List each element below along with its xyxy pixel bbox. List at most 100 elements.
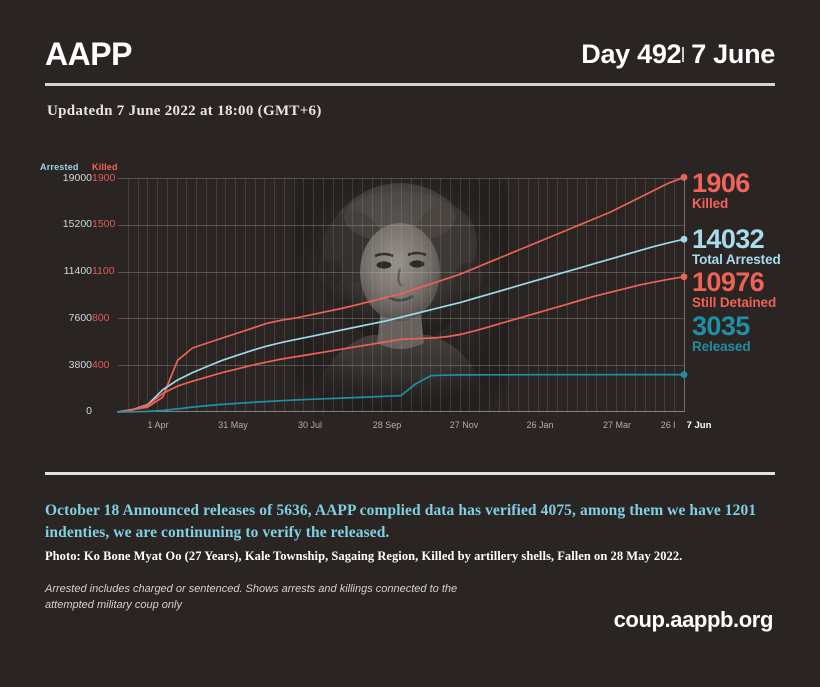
gridline-v [625, 178, 627, 412]
gridline-v [469, 178, 471, 412]
x-tick-0: 1 Apr [147, 420, 169, 430]
callout-killed-value: 1906 [692, 168, 750, 198]
x-tick-6: 27 Mar [602, 420, 632, 430]
axis-header-killed: Killed [92, 162, 118, 172]
gridline-v [332, 178, 334, 412]
series-line-released [117, 373, 685, 413]
callout-total-arrested: 14032 Total Arrested [692, 224, 781, 268]
gridline-v [518, 178, 520, 412]
gridline-v [342, 178, 344, 412]
series-line-total-arrested [117, 238, 685, 413]
gridline-v [303, 178, 305, 412]
brand-title: AAPP [45, 35, 132, 72]
website-url[interactable]: coup.aappb.org [613, 607, 774, 632]
y-tick-killed-1: 1500 [92, 218, 116, 230]
gridline-v [157, 178, 159, 412]
gridline-v [274, 178, 276, 412]
updated-timestamp: Updatedn 7 June 2022 at 18:00 (GMT+6) [47, 103, 322, 119]
gridline-v [449, 178, 451, 412]
y-tick-arrested-2: 11400 [63, 265, 92, 277]
gridline-v [264, 178, 266, 412]
x-tick-today: 7 Jun [686, 420, 712, 431]
x-tick-3: 28 Sep [372, 420, 402, 430]
x-tick-5: 26 Jan [526, 420, 554, 430]
y-tick-arrested-4: 3800 [68, 359, 92, 371]
gridline-v [674, 178, 676, 412]
gridline-v [576, 178, 578, 412]
gridline-v [254, 178, 256, 412]
x-tick-7: 26 l [660, 420, 676, 430]
series-endpoint-released [680, 371, 688, 378]
gridline-v [293, 178, 295, 412]
callout-released-label: Released [692, 339, 751, 354]
gridline-v [488, 178, 490, 412]
chart-area: Arrested Killed 19000 15200 11400 7600 3… [0, 150, 820, 450]
gridline-v [215, 178, 217, 412]
gridline-v [235, 178, 237, 412]
series-endpoint-total-arrested [680, 235, 688, 243]
header-divider [45, 83, 775, 86]
day-date: 7 June [691, 38, 775, 69]
photo-credit: Photo: Ko Bone Myat Oo (27 Years), Kale … [45, 549, 683, 563]
gridline-v [283, 178, 285, 412]
y-tick-arrested-0: 19000 [62, 172, 92, 184]
gridline-v [361, 178, 363, 412]
gridline-v [664, 178, 666, 412]
gridline-v [420, 178, 422, 412]
callout-released: 3035 Released [692, 311, 751, 355]
callout-still-detained-label: Still Detained [692, 295, 777, 310]
gridline-v [440, 178, 442, 412]
gridline-v [498, 178, 500, 412]
gridline-v [635, 178, 637, 412]
callout-still-detained-value: 10976 [692, 267, 765, 297]
callout-released-value: 3035 [692, 311, 750, 341]
gridline-v [459, 178, 461, 412]
gridline-v [410, 178, 412, 412]
gridline-h [118, 271, 684, 273]
gridline-v [479, 178, 481, 412]
y-tick-arrested-5: 0 [86, 405, 92, 417]
footer-divider [45, 472, 775, 475]
axis-header-arrested: Arrested [40, 162, 79, 172]
gridline-v [557, 178, 559, 412]
series-line-still-detained [117, 275, 685, 413]
gridline-v [205, 178, 207, 412]
gridline-v [322, 178, 324, 412]
gridline-v [127, 178, 129, 412]
gridline-h [118, 224, 684, 226]
series-line-killed [117, 176, 685, 413]
release-note: October 18 Announced releases of 5636, A… [45, 502, 757, 541]
series-endpoint-killed [680, 173, 688, 181]
y-tick-arrested-3: 7600 [68, 312, 92, 324]
gridline-v [401, 178, 402, 412]
callout-killed: 1906 Killed [692, 168, 750, 212]
gridline-v [186, 178, 188, 412]
day-counter: Day 492 7 June [581, 39, 775, 70]
gridline-v [586, 178, 588, 412]
gridline-v [137, 178, 139, 412]
callout-total-arrested-label: Total Arrested [692, 252, 781, 267]
y-tick-killed-3: 800 [92, 312, 110, 324]
callout-killed-label: Killed [692, 196, 729, 211]
gridline-v [176, 178, 178, 412]
gridline-v [605, 178, 607, 412]
gridline-v [508, 178, 510, 412]
plot-region [117, 173, 688, 413]
callout-total-arrested-value: 14032 [692, 224, 765, 254]
gridline-v [147, 178, 149, 412]
series-endpoint-still-detained [680, 273, 688, 281]
y-tick-killed-4: 400 [92, 359, 110, 371]
gridline-v [527, 178, 529, 412]
gridline-v [244, 178, 246, 412]
series-lines [117, 173, 688, 413]
gridline-v [644, 178, 646, 412]
x-tick-2: 30 Jul [297, 420, 323, 430]
y-tick-killed-2: 1100 [92, 265, 115, 277]
gridline-v [430, 178, 432, 412]
gridline-v [225, 178, 227, 412]
x-axis-line [118, 411, 684, 412]
gridline-v [654, 178, 656, 412]
divider-bar [682, 46, 685, 62]
gridline-v [196, 178, 198, 412]
